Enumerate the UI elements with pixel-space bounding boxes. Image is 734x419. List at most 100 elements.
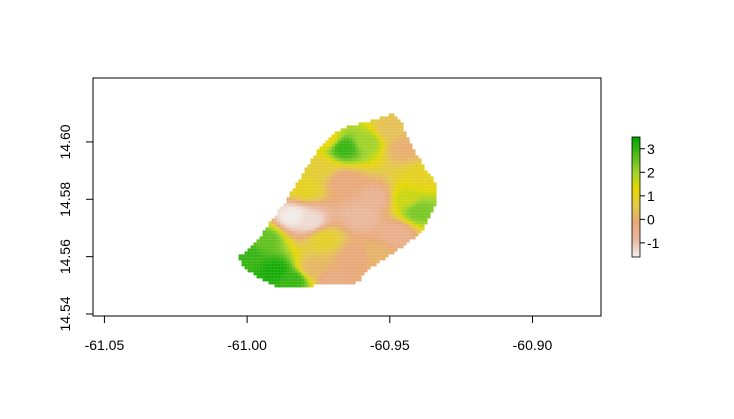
raster-cell — [361, 188, 365, 192]
raster-cell — [388, 251, 392, 255]
raster-cell — [391, 188, 395, 192]
raster-cell — [325, 215, 329, 219]
raster-cell — [352, 191, 356, 195]
raster-cell — [301, 242, 305, 246]
raster-cell — [319, 224, 323, 228]
legend-swatch — [632, 239, 640, 243]
raster-cell — [412, 173, 416, 177]
raster-cell — [316, 206, 320, 210]
raster-cell — [271, 254, 275, 258]
raster-cell — [268, 263, 272, 267]
raster-cell — [367, 236, 371, 240]
raster-cell — [337, 203, 341, 207]
raster-cell — [334, 170, 338, 174]
raster-cell — [370, 164, 374, 168]
raster-cell — [331, 218, 335, 222]
raster-cell — [385, 149, 389, 153]
raster-cell — [355, 212, 359, 216]
raster-cell — [292, 209, 296, 213]
raster-cell — [370, 191, 374, 195]
raster-cell — [319, 218, 323, 222]
raster-cell — [358, 170, 362, 174]
raster-cell — [346, 224, 350, 228]
raster-cell — [379, 257, 383, 261]
raster-cell — [388, 134, 392, 138]
raster-cell — [358, 206, 362, 210]
raster-cell — [400, 146, 404, 150]
raster-cell — [301, 188, 305, 192]
raster-cell — [325, 149, 329, 153]
raster-cell — [391, 128, 395, 132]
raster-cell — [340, 278, 344, 282]
raster-cell — [307, 209, 311, 213]
raster-cell — [343, 170, 347, 174]
raster-cell — [325, 251, 329, 255]
raster-cell — [340, 131, 344, 135]
raster-cell — [331, 221, 335, 225]
raster-cell — [316, 275, 320, 279]
raster-cell — [322, 248, 326, 252]
raster-cell — [415, 185, 419, 189]
raster-cell — [337, 254, 341, 258]
raster-cell — [322, 209, 326, 213]
raster-cell — [283, 275, 287, 279]
raster-cell — [388, 203, 392, 207]
legend-swatch — [632, 197, 640, 201]
raster-cell — [352, 134, 356, 138]
raster-cell — [370, 203, 374, 207]
raster-cell — [403, 215, 407, 219]
raster-cell — [421, 197, 425, 201]
raster-cell — [247, 251, 251, 255]
raster-cell — [256, 275, 260, 279]
raster-cell — [385, 140, 389, 144]
raster-cell — [382, 152, 386, 156]
raster-cell — [400, 182, 404, 186]
raster-cell — [268, 248, 272, 252]
raster-cell — [421, 212, 425, 216]
raster-cell — [283, 254, 287, 258]
raster-cell — [328, 230, 332, 234]
raster-cell — [391, 230, 395, 234]
raster-cell — [271, 281, 275, 285]
raster-cell — [289, 200, 293, 204]
raster-cell — [316, 269, 320, 273]
raster-cell — [388, 212, 392, 216]
raster-cell — [358, 131, 362, 135]
raster-cell — [274, 260, 278, 264]
raster-cell — [283, 245, 287, 249]
raster-cell — [298, 236, 302, 240]
raster-cell — [334, 257, 338, 261]
raster-cell — [394, 227, 398, 231]
raster-cell — [268, 254, 272, 258]
raster-cell — [394, 134, 398, 138]
raster-cell — [379, 161, 383, 165]
raster-cell — [331, 146, 335, 150]
legend-swatch — [632, 164, 640, 168]
legend-swatch — [632, 251, 640, 255]
raster-cell — [304, 224, 308, 228]
raster-cell — [406, 149, 410, 153]
raster-cell — [331, 269, 335, 273]
raster-cell — [286, 203, 290, 207]
raster-cell — [340, 281, 344, 285]
raster-cell — [403, 155, 407, 159]
raster-cell — [373, 230, 377, 234]
raster-cell — [310, 176, 314, 180]
raster-cell — [346, 221, 350, 225]
raster-cell — [280, 206, 284, 210]
raster-cell — [382, 215, 386, 219]
raster-cell — [280, 284, 284, 288]
raster-cell — [289, 206, 293, 210]
raster-cell — [337, 260, 341, 264]
raster-cell — [307, 224, 311, 228]
raster-cell — [265, 251, 269, 255]
raster-cell — [274, 224, 278, 228]
raster-cell — [313, 233, 317, 237]
raster-cell — [334, 218, 338, 222]
raster-cell — [292, 284, 296, 288]
raster-cell — [388, 116, 392, 120]
raster-cell — [355, 221, 359, 225]
raster-cell — [346, 239, 350, 243]
raster-cell — [376, 143, 380, 147]
raster-cell — [382, 191, 386, 195]
